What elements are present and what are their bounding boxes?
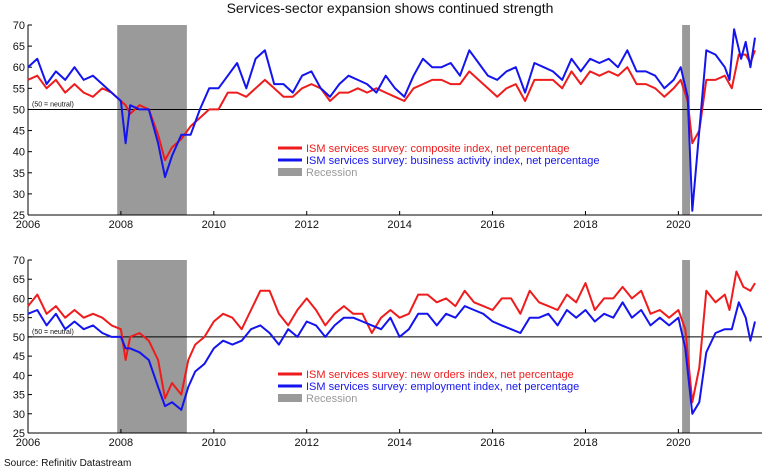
bottom-y-tick-label-70: 70	[13, 255, 25, 267]
top-legend-label-1: ISM services survey: composite index, ne…	[306, 143, 570, 155]
bottom-y-tick-label-35: 35	[13, 390, 25, 402]
top-y-tick-label-55: 55	[13, 83, 25, 95]
top-x-tick-label-2018: 2018	[573, 219, 597, 231]
top-x-tick-label-2008: 2008	[109, 219, 133, 231]
bottom-y-tick-label-45: 45	[13, 351, 25, 363]
top-y-tick-label-25: 25	[13, 210, 25, 222]
bottom-legend-label-2: ISM services survey: employment index, n…	[306, 381, 579, 393]
top-x-tick-label-2020: 2020	[666, 219, 690, 231]
top-x-tick-label-2010: 2010	[202, 219, 226, 231]
bottom-x-tick-label-2008: 2008	[109, 437, 133, 449]
top-recession-band-2	[682, 25, 690, 215]
bottom-y-tick-label-55: 55	[13, 313, 25, 325]
top-y-tick-label-60: 60	[13, 62, 25, 74]
top-x-tick-label-2014: 2014	[387, 219, 411, 231]
top-y-tick-label-65: 65	[13, 41, 25, 53]
top-y-tick-label-70: 70	[13, 20, 25, 32]
bottom-x-tick-label-2014: 2014	[387, 437, 411, 449]
bottom-x-tick-label-2006: 2006	[16, 437, 40, 449]
bottom-x-tick-label-2016: 2016	[480, 437, 504, 449]
top-y-tick-label-45: 45	[13, 126, 25, 138]
bottom-legend-label-recession: Recession	[306, 393, 357, 405]
top-reference-line-label: (50 = neutral)	[32, 101, 74, 108]
bottom-legend-swatch-recession	[278, 394, 302, 402]
bottom-y-tick-label-40: 40	[13, 370, 25, 382]
bottom-series-line-1	[27, 270, 756, 404]
top-y-tick-label-40: 40	[13, 147, 25, 159]
top-y-tick-label-30: 30	[13, 189, 25, 201]
bottom-y-tick-label-50: 50	[13, 332, 25, 344]
top-y-tick-label-50: 50	[13, 104, 25, 116]
chart-title: Services-sector expansion shows continue…	[226, 0, 554, 16]
bottom-x-tick-label-2010: 2010	[202, 437, 226, 449]
bottom-y-tick-label-30: 30	[13, 409, 25, 421]
bottom-series-line-2	[27, 301, 756, 415]
source-note: Source: Refinitiv Datastream	[4, 458, 132, 469]
bottom-y-tick-label-65: 65	[13, 274, 25, 286]
top-legend-label-recession: Recession	[306, 167, 357, 179]
bottom-y-tick-label-60: 60	[13, 293, 25, 305]
top-series-line-2	[27, 28, 756, 212]
top-x-tick-label-2012: 2012	[294, 219, 318, 231]
top-y-tick-label-35: 35	[13, 168, 25, 180]
bottom-y-tick-label-25: 25	[13, 428, 25, 440]
bottom-x-tick-label-2012: 2012	[294, 437, 318, 449]
top-legend-label-2: ISM services survey: business activity i…	[306, 155, 599, 167]
bottom-legend-label-1: ISM services survey: new orders index, n…	[306, 369, 574, 381]
bottom-reference-line-label: (50 = neutral)	[32, 329, 74, 336]
top-x-tick-label-2006: 2006	[16, 219, 40, 231]
top-x-tick-label-2016: 2016	[480, 219, 504, 231]
bottom-x-tick-label-2020: 2020	[666, 437, 690, 449]
top-legend-swatch-recession	[278, 168, 302, 176]
bottom-x-tick-label-2018: 2018	[573, 437, 597, 449]
